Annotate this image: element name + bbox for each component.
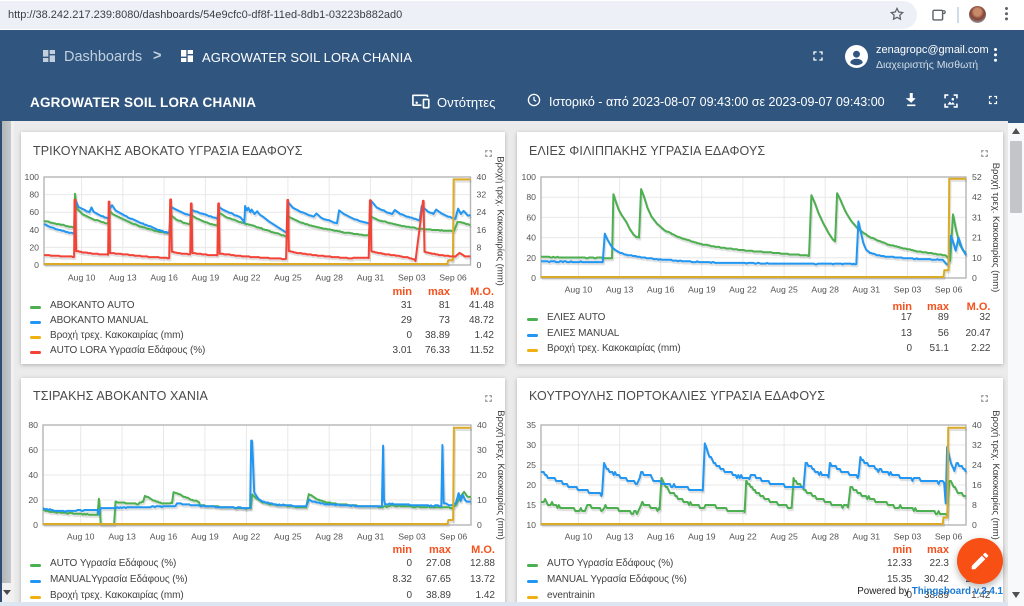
- svg-text:Aug 13: Aug 13: [108, 532, 136, 542]
- svg-text:Sep 06: Sep 06: [440, 532, 468, 542]
- svg-text:0: 0: [972, 520, 977, 530]
- svg-text:Aug 10: Aug 10: [67, 532, 95, 542]
- svg-text:Aug 16: Aug 16: [647, 532, 675, 542]
- svg-text:Aug 25: Aug 25: [770, 285, 798, 295]
- svg-text:0: 0: [477, 520, 482, 530]
- svg-text:30: 30: [477, 445, 487, 455]
- svg-text:Aug 10: Aug 10: [68, 273, 96, 283]
- svg-text:31: 31: [972, 212, 982, 222]
- svg-text:0: 0: [477, 260, 482, 270]
- svg-text:10: 10: [477, 495, 487, 505]
- svg-text:10: 10: [526, 520, 536, 530]
- svg-text:60: 60: [526, 212, 536, 222]
- svg-text:Aug 25: Aug 25: [274, 273, 302, 283]
- svg-text:Aug 31: Aug 31: [853, 285, 881, 295]
- svg-text:0: 0: [531, 273, 536, 283]
- svg-text:80: 80: [526, 192, 536, 202]
- svg-text:Aug 22: Aug 22: [729, 532, 757, 542]
- svg-text:100: 100: [25, 172, 40, 182]
- svg-text:Aug 22: Aug 22: [233, 273, 261, 283]
- svg-text:Aug 13: Aug 13: [109, 273, 137, 283]
- svg-text:42: 42: [972, 192, 982, 202]
- svg-text:Aug 31: Aug 31: [357, 273, 385, 283]
- svg-text:Aug 22: Aug 22: [729, 285, 757, 295]
- svg-text:Aug 19: Aug 19: [688, 532, 716, 542]
- svg-text:Sep 03: Sep 03: [398, 273, 426, 283]
- svg-text:Aug 25: Aug 25: [274, 532, 302, 542]
- svg-text:Aug 10: Aug 10: [565, 532, 593, 542]
- svg-text:40: 40: [28, 470, 38, 480]
- svg-text:20: 20: [29, 242, 39, 252]
- svg-text:Aug 25: Aug 25: [770, 532, 798, 542]
- svg-text:40: 40: [29, 225, 39, 235]
- svg-text:32: 32: [477, 190, 487, 200]
- svg-text:30: 30: [526, 440, 536, 450]
- svg-text:Aug 13: Aug 13: [606, 532, 634, 542]
- svg-text:0: 0: [33, 520, 38, 530]
- svg-text:25: 25: [526, 460, 536, 470]
- svg-text:Aug 19: Aug 19: [192, 273, 220, 283]
- svg-text:35: 35: [526, 420, 536, 430]
- svg-text:0: 0: [972, 273, 977, 283]
- svg-text:Sep 06: Sep 06: [935, 285, 963, 295]
- svg-text:Sep 03: Sep 03: [398, 532, 426, 542]
- svg-text:24: 24: [477, 207, 487, 217]
- svg-text:40: 40: [477, 172, 487, 182]
- svg-text:Aug 16: Aug 16: [647, 285, 675, 295]
- svg-text:Sep 06: Sep 06: [439, 273, 467, 283]
- svg-text:Aug 31: Aug 31: [357, 532, 385, 542]
- svg-text:16: 16: [972, 480, 982, 490]
- svg-text:Aug 16: Aug 16: [150, 532, 178, 542]
- svg-text:Aug 10: Aug 10: [565, 285, 593, 295]
- svg-text:Βροχή τρεχ. Κακοκαιρίας (mm): Βροχή τρεχ. Κακοκαιρίας (mm): [990, 163, 1001, 293]
- svg-text:Aug 28: Aug 28: [315, 273, 343, 283]
- svg-text:40: 40: [972, 420, 982, 430]
- svg-text:Aug 22: Aug 22: [233, 532, 261, 542]
- svg-text:Aug 31: Aug 31: [853, 532, 881, 542]
- svg-text:80: 80: [28, 420, 38, 430]
- svg-text:Aug 28: Aug 28: [811, 532, 839, 542]
- svg-text:24: 24: [972, 460, 982, 470]
- svg-text:20: 20: [526, 253, 536, 263]
- svg-text:20: 20: [28, 495, 38, 505]
- svg-text:Βροχή τρεχ. Κακοκαιρίας (mm): Βροχή τρεχ. Κακοκαιρίας (mm): [495, 410, 506, 540]
- svg-text:Aug 19: Aug 19: [688, 285, 716, 295]
- svg-text:Aug 13: Aug 13: [606, 285, 634, 295]
- svg-text:Aug 28: Aug 28: [811, 285, 839, 295]
- svg-text:40: 40: [526, 233, 536, 243]
- svg-text:60: 60: [28, 445, 38, 455]
- svg-text:20: 20: [526, 480, 536, 490]
- svg-text:40: 40: [477, 420, 487, 430]
- svg-text:Βροχή τρεχ. Κακοκαιρίας (mm): Βροχή τρεχ. Κακοκαιρίας (mm): [495, 156, 506, 286]
- svg-text:20: 20: [477, 470, 487, 480]
- svg-text:80: 80: [29, 190, 39, 200]
- svg-text:16: 16: [477, 225, 487, 235]
- svg-text:Aug 16: Aug 16: [150, 273, 178, 283]
- svg-text:100: 100: [522, 172, 537, 182]
- svg-text:15: 15: [526, 500, 536, 510]
- svg-text:10: 10: [972, 253, 982, 263]
- svg-text:Aug 19: Aug 19: [191, 532, 219, 542]
- svg-text:21: 21: [972, 233, 982, 243]
- svg-text:8: 8: [972, 500, 977, 510]
- svg-text:Sep 03: Sep 03: [894, 532, 922, 542]
- svg-text:Aug 28: Aug 28: [315, 532, 343, 542]
- svg-text:Sep 06: Sep 06: [935, 532, 963, 542]
- svg-text:52: 52: [972, 172, 982, 182]
- svg-text:Sep 03: Sep 03: [894, 285, 922, 295]
- svg-text:0: 0: [34, 260, 39, 270]
- svg-text:Βροχή τρεχ. Κακοκαιρίας (mm): Βροχή τρεχ. Κακοκαιρίας (mm): [990, 410, 1001, 540]
- svg-text:8: 8: [477, 242, 482, 252]
- svg-text:60: 60: [29, 207, 39, 217]
- svg-text:32: 32: [972, 440, 982, 450]
